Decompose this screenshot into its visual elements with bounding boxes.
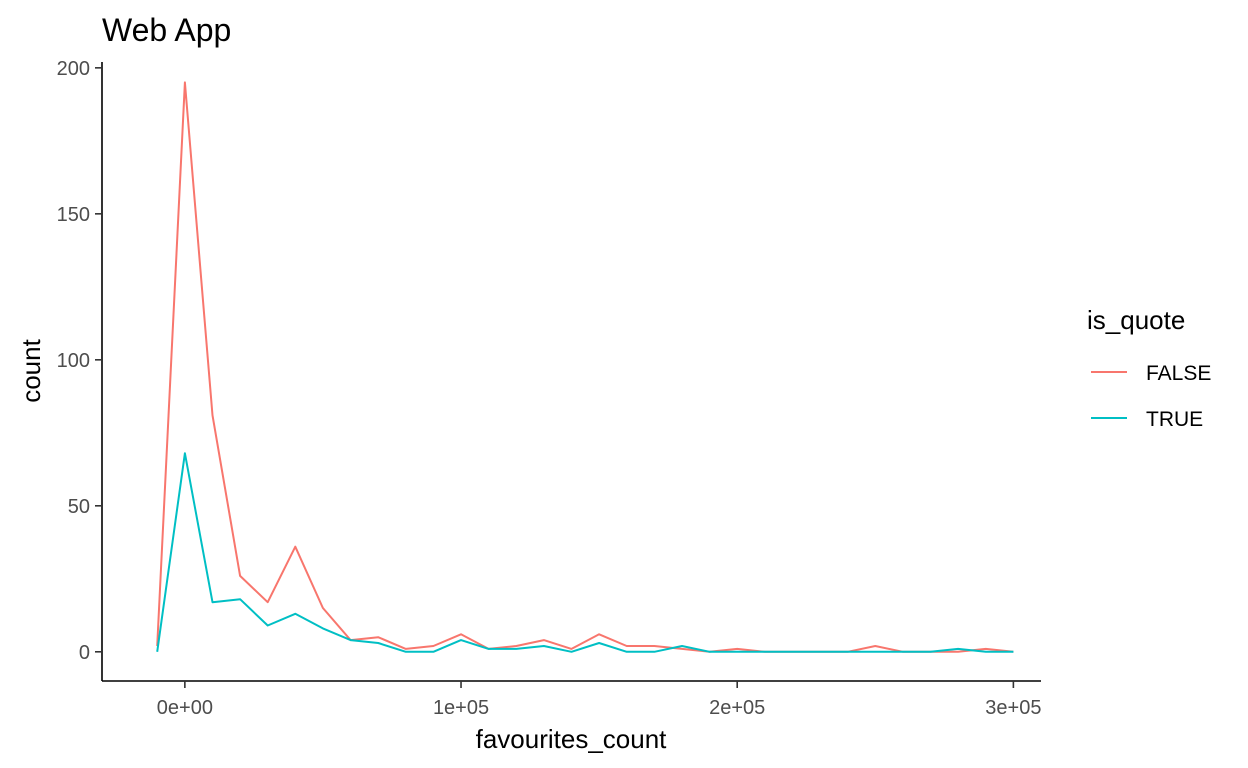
x-tick-label: 3e+05	[985, 697, 1041, 719]
legend-label-true: TRUE	[1146, 408, 1203, 431]
legend: is_quote FALSE TRUE	[1087, 305, 1211, 431]
x-axis-title: favourites_count	[476, 724, 668, 754]
y-tick-label: 150	[57, 204, 90, 226]
series-line-false	[156, 81, 1014, 653]
x-tick-label: 1e+05	[433, 697, 489, 719]
y-tick-label: 100	[57, 350, 90, 372]
chart-title: Web App	[102, 12, 231, 48]
y-tick-label: 0	[79, 642, 90, 664]
x-axis-ticks: 0e+00 1e+05 2e+05 3e+05	[157, 681, 1041, 719]
legend-items: FALSE TRUE	[1091, 362, 1211, 431]
y-axis-title: count	[16, 338, 46, 402]
series-lines	[156, 81, 1014, 653]
legend-title: is_quote	[1087, 305, 1185, 335]
y-tick-label: 50	[68, 496, 90, 518]
x-tick-label: 2e+05	[709, 697, 765, 719]
x-tick-label: 0e+00	[157, 697, 213, 719]
y-tick-label: 200	[57, 58, 90, 80]
legend-label-false: FALSE	[1146, 362, 1211, 385]
plot-area: 0 50 100 150 200 0e+00 1e+05 2e+05 3e+05	[57, 58, 1042, 719]
y-axis-ticks: 0 50 100 150 200	[57, 58, 102, 664]
series-line-true	[156, 452, 1014, 653]
